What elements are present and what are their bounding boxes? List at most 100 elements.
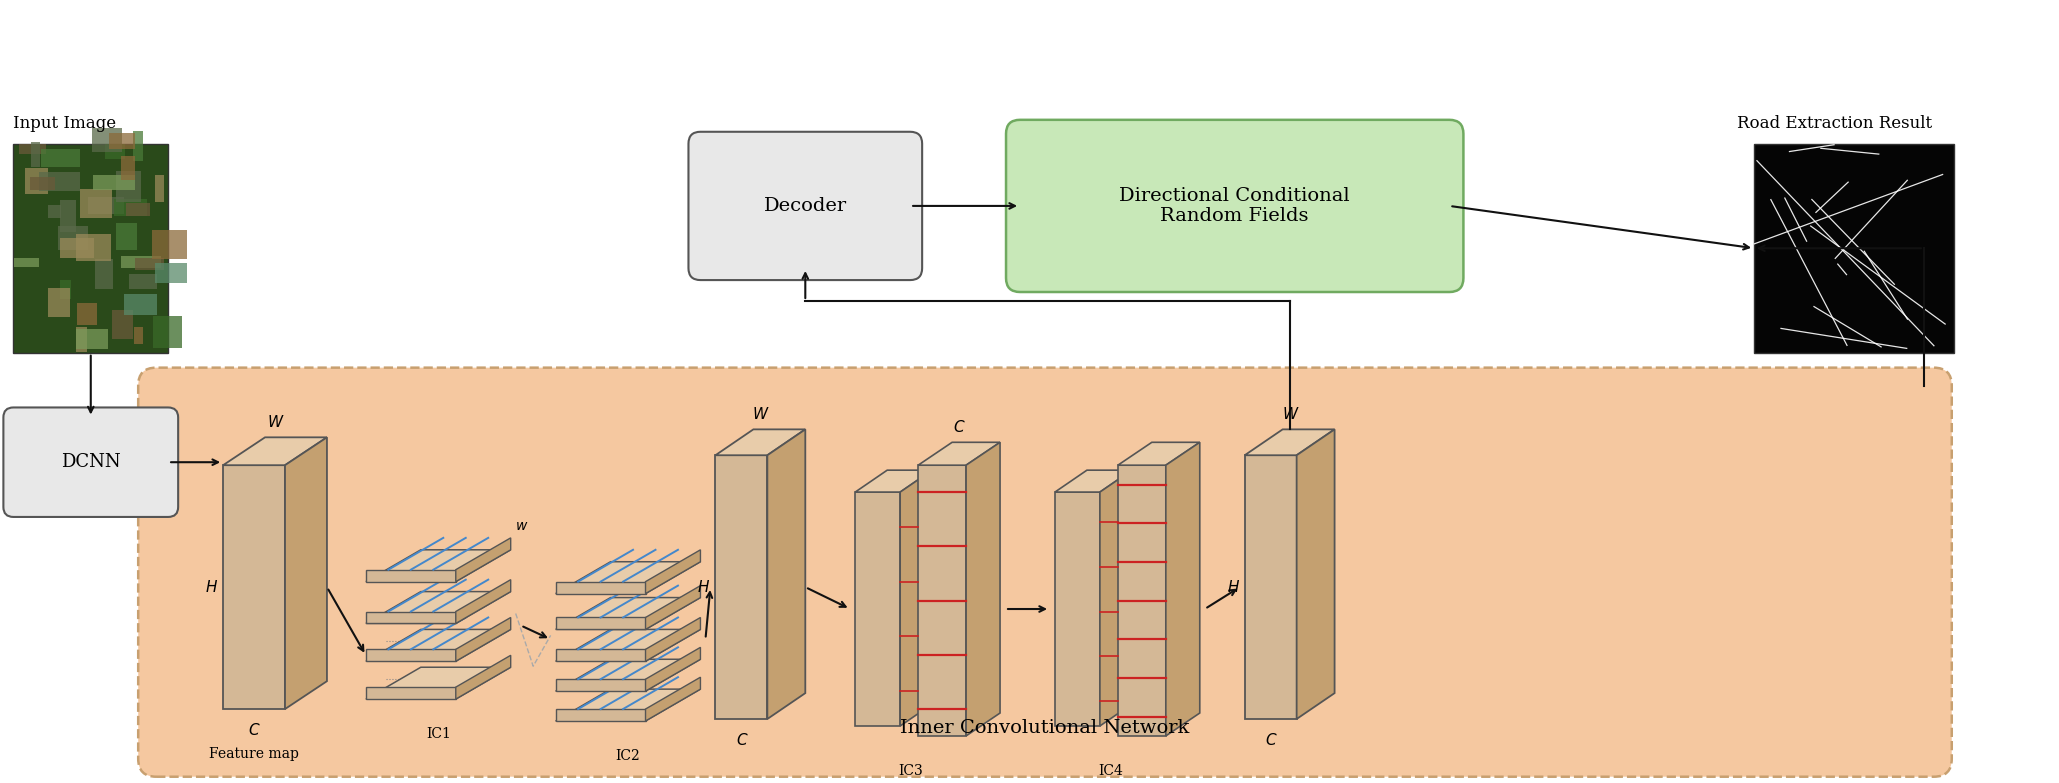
- Bar: [109, 133, 134, 149]
- Bar: [115, 223, 138, 251]
- Polygon shape: [556, 709, 647, 721]
- Bar: [89, 197, 124, 214]
- FancyBboxPatch shape: [138, 368, 1952, 777]
- Polygon shape: [222, 465, 284, 709]
- Bar: [121, 156, 136, 180]
- Polygon shape: [1165, 442, 1200, 736]
- Bar: [152, 229, 187, 259]
- Text: W: W: [268, 415, 282, 431]
- Bar: [19, 144, 47, 153]
- Bar: [154, 263, 187, 283]
- Polygon shape: [647, 586, 700, 630]
- Bar: [47, 204, 60, 218]
- Polygon shape: [455, 538, 511, 582]
- Polygon shape: [918, 465, 966, 736]
- Bar: [93, 175, 136, 190]
- Bar: [25, 168, 47, 193]
- Polygon shape: [966, 442, 1001, 736]
- Bar: [111, 310, 132, 338]
- Polygon shape: [1297, 429, 1334, 719]
- Polygon shape: [1246, 455, 1297, 719]
- Polygon shape: [714, 429, 805, 455]
- Polygon shape: [222, 438, 327, 465]
- Bar: [39, 172, 80, 191]
- Polygon shape: [1246, 429, 1334, 455]
- Text: H: H: [698, 579, 710, 594]
- Polygon shape: [854, 492, 900, 726]
- Polygon shape: [1118, 442, 1200, 465]
- Polygon shape: [556, 561, 700, 594]
- Text: Inner Convolutional Network: Inner Convolutional Network: [900, 719, 1190, 737]
- Text: Input Image: Input Image: [12, 115, 117, 132]
- Polygon shape: [455, 579, 511, 623]
- Polygon shape: [768, 429, 805, 719]
- Polygon shape: [647, 648, 700, 691]
- Polygon shape: [556, 582, 647, 594]
- Polygon shape: [1054, 470, 1132, 492]
- Bar: [80, 189, 111, 218]
- Bar: [136, 258, 165, 270]
- Text: W: W: [754, 407, 768, 422]
- Bar: [105, 144, 126, 159]
- Polygon shape: [1100, 470, 1132, 726]
- Bar: [124, 294, 156, 316]
- FancyBboxPatch shape: [4, 407, 179, 517]
- Bar: [95, 258, 113, 290]
- Text: Decoder: Decoder: [764, 197, 846, 215]
- Bar: [76, 327, 86, 352]
- Polygon shape: [647, 550, 700, 594]
- Text: IC2: IC2: [616, 749, 640, 763]
- Polygon shape: [1054, 492, 1100, 726]
- Polygon shape: [455, 655, 511, 699]
- Text: W: W: [1283, 407, 1297, 422]
- Text: H: H: [1227, 579, 1240, 594]
- Polygon shape: [918, 442, 1001, 465]
- Polygon shape: [367, 649, 455, 662]
- Text: Feature map: Feature map: [210, 747, 299, 761]
- Bar: [41, 149, 80, 167]
- Polygon shape: [556, 659, 700, 691]
- Bar: [58, 226, 89, 250]
- FancyBboxPatch shape: [688, 132, 922, 280]
- Bar: [134, 327, 142, 344]
- Polygon shape: [455, 618, 511, 662]
- Polygon shape: [647, 677, 700, 721]
- Polygon shape: [367, 550, 511, 582]
- Polygon shape: [367, 630, 511, 662]
- Polygon shape: [367, 612, 455, 623]
- Bar: [47, 288, 70, 317]
- Text: DCNN: DCNN: [62, 453, 121, 471]
- Bar: [76, 329, 107, 348]
- Text: C: C: [735, 733, 747, 748]
- Bar: [31, 143, 41, 167]
- Polygon shape: [556, 689, 700, 721]
- Polygon shape: [556, 618, 647, 630]
- Bar: [115, 171, 140, 203]
- Text: IC3: IC3: [898, 763, 922, 778]
- Bar: [78, 302, 97, 325]
- Polygon shape: [854, 470, 933, 492]
- Polygon shape: [1118, 465, 1165, 736]
- Text: C: C: [953, 420, 964, 435]
- Polygon shape: [647, 618, 700, 662]
- Polygon shape: [367, 592, 511, 623]
- Bar: [152, 316, 181, 348]
- FancyBboxPatch shape: [1007, 120, 1464, 292]
- Polygon shape: [556, 597, 700, 630]
- Polygon shape: [900, 470, 933, 726]
- Polygon shape: [367, 570, 455, 582]
- Polygon shape: [556, 679, 647, 691]
- Bar: [134, 132, 142, 161]
- Bar: [93, 128, 121, 152]
- Bar: [14, 258, 39, 267]
- Text: Directional Conditional
Random Fields: Directional Conditional Random Fields: [1120, 186, 1351, 226]
- Text: Road Extraction Result: Road Extraction Result: [1738, 115, 1931, 132]
- Polygon shape: [367, 667, 511, 699]
- Bar: [76, 233, 111, 262]
- Text: C: C: [249, 723, 259, 738]
- Bar: [121, 256, 161, 269]
- Bar: [29, 177, 56, 189]
- Text: IC4: IC4: [1097, 763, 1122, 778]
- Polygon shape: [714, 455, 768, 719]
- Bar: [115, 199, 146, 215]
